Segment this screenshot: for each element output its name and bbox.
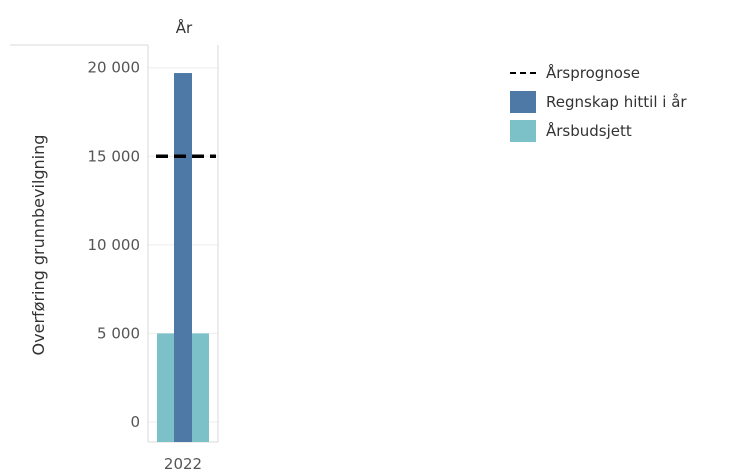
bars (157, 73, 209, 443)
x-tick-label: 2022 (164, 455, 202, 473)
legend-item-arsbudsjett[interactable]: Årsbudsjett (510, 118, 687, 144)
legend-item-arsprognose[interactable]: Årsprognose (510, 60, 687, 86)
dashed-line-icon (510, 62, 536, 84)
legend-item-regnskap[interactable]: Regnskap hittil i år (510, 89, 687, 115)
y-tick-label: 5 000 (97, 324, 140, 342)
y-tick-label: 0 (130, 413, 140, 431)
y-axis-title: Overføring grunnbevilgning (29, 135, 48, 356)
column-header: År (176, 18, 193, 37)
legend-label: Regnskap hittil i år (546, 93, 687, 111)
color-swatch-icon (510, 91, 536, 113)
legend: Årsprognose Regnskap hittil i år Årsbuds… (510, 60, 687, 147)
y-tick-label: 15 000 (88, 147, 141, 165)
legend-label: Årsprognose (546, 64, 641, 82)
y-axis-ticks: 0 5 000 10 000 15 000 20 000 (88, 59, 141, 431)
x-axis-ticks: 2022 (164, 455, 202, 473)
y-tick-label: 10 000 (88, 236, 141, 254)
legend-label: Årsbudsjett (546, 122, 632, 140)
color-swatch-icon (510, 120, 536, 142)
y-tick-label: 20 000 (88, 59, 141, 77)
bar-regnskap-hittil (174, 73, 192, 443)
